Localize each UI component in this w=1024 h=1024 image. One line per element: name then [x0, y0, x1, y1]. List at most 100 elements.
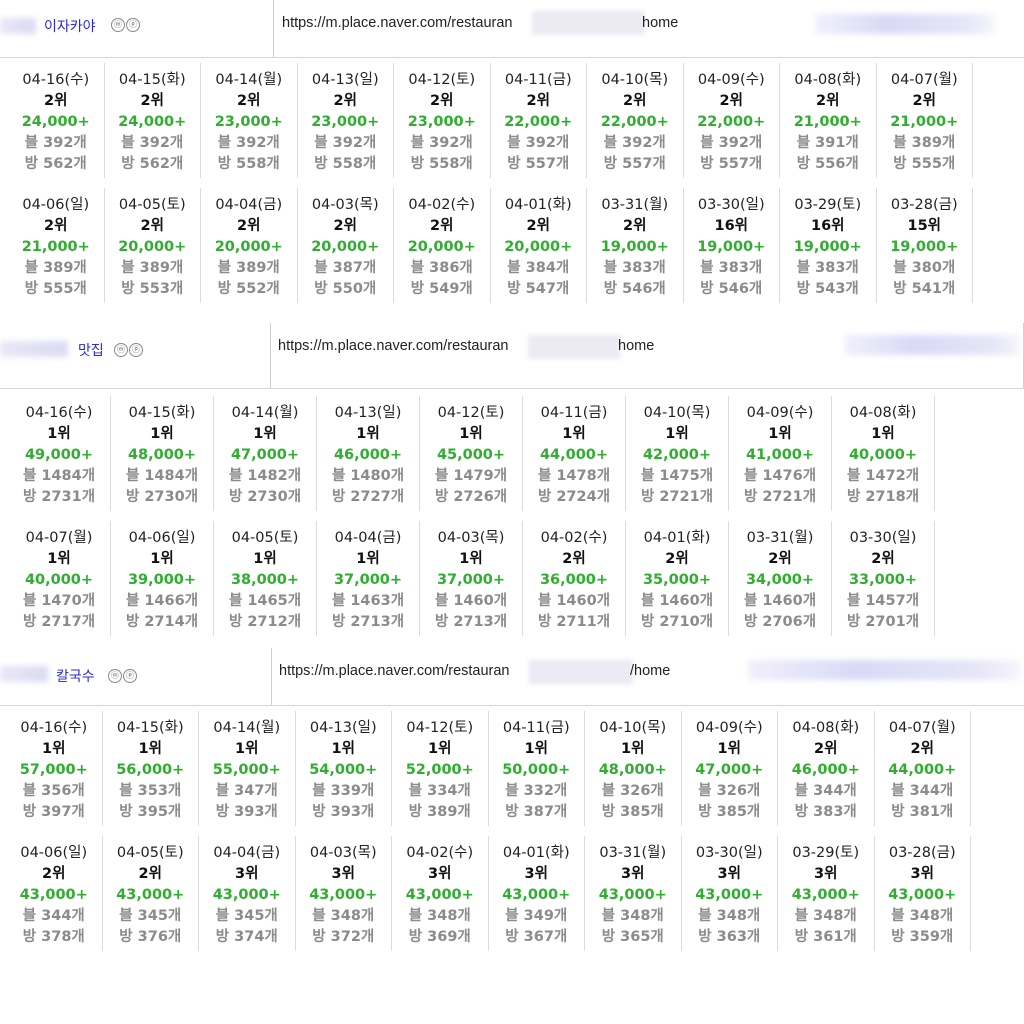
place-url-tail[interactable]: home	[642, 15, 679, 31]
keyword-name[interactable]: 맛집	[78, 343, 104, 359]
stat-cell: 04-08(화) 2위 46,000+ 블 344개 방 383개	[778, 711, 875, 826]
mobile-badge-icon[interactable]: ⓜ	[108, 669, 122, 683]
stat-date: 04-06(일)	[20, 845, 88, 861]
stat-rank: 2위	[562, 551, 586, 567]
stat-cell: 04-14(월) 2위 23,000+ 블 392개 방 558개	[201, 63, 298, 178]
stat-rank: 1위	[356, 551, 380, 567]
stat-cell: 04-12(토) 2위 23,000+ 블 392개 방 558개	[394, 63, 491, 178]
stat-review-count: 20,000+	[504, 239, 573, 255]
stat-date: 04-13(일)	[334, 405, 402, 421]
stat-blog-reviews: 블 389개	[121, 260, 184, 276]
stat-blog-reviews: 블 356개	[22, 783, 85, 799]
place-url-tail[interactable]: /home	[630, 663, 671, 679]
stat-visitor-reviews: 방 557개	[603, 156, 666, 172]
stat-cell: 04-10(목) 2위 22,000+ 블 392개 방 557개	[587, 63, 684, 178]
stat-rank: 16위	[810, 218, 845, 234]
blurred-corner	[845, 335, 1020, 355]
stat-date: 04-04(금)	[215, 197, 283, 213]
stat-visitor-reviews: 방 376개	[119, 929, 182, 945]
stat-rank: 1위	[235, 741, 259, 757]
stat-rank: 3위	[621, 866, 645, 882]
stat-date: 04-11(금)	[540, 405, 608, 421]
stat-date: 03-29(토)	[794, 197, 862, 213]
stat-cell: 04-14(월) 1위 47,000+ 블 1482개 방 2730개	[214, 396, 317, 511]
pc-badge-icon[interactable]: ⓟ	[129, 343, 143, 357]
stat-review-count: 38,000+	[230, 572, 300, 588]
stat-blog-reviews: 블 392개	[24, 135, 87, 151]
stat-review-count: 43,000+	[19, 887, 88, 903]
stat-visitor-reviews: 방 2706개	[743, 614, 817, 630]
stat-cell: 04-02(수) 3위 43,000+ 블 348개 방 369개	[392, 836, 489, 951]
stat-cell: 04-08(화) 2위 21,000+ 블 391개 방 556개	[780, 63, 877, 178]
stat-cell: 04-02(수) 2위 36,000+ 블 1460개 방 2711개	[523, 521, 626, 636]
place-url[interactable]: https://m.place.naver.com/restauran	[279, 663, 510, 679]
stat-visitor-reviews: 방 381개	[891, 804, 954, 820]
mobile-badge-icon[interactable]: ⓜ	[111, 18, 125, 32]
stat-cell: 04-15(화) 1위 56,000+ 블 353개 방 395개	[103, 711, 199, 826]
stat-date: 04-05(토)	[116, 845, 184, 861]
stat-date: 04-15(화)	[128, 405, 196, 421]
stats-row-2: 04-06(일) 2위 43,000+ 블 344개 방 378개 04-05(토) 2위 4…	[6, 836, 971, 951]
stat-blog-reviews: 블 353개	[119, 783, 182, 799]
stat-cell: 04-07(월) 2위 21,000+ 블 389개 방 555개	[877, 63, 973, 178]
stats-row-1: 04-16(수) 1위 49,000+ 블 1484개 방 2731개 04-15(화) 1…	[8, 396, 935, 511]
stat-date: 04-07(월)	[25, 530, 93, 546]
stat-blog-reviews: 블 347개	[215, 783, 278, 799]
stat-date: 04-15(화)	[118, 72, 186, 88]
stat-date: 04-12(토)	[437, 405, 505, 421]
stat-blog-reviews: 블 1466개	[125, 593, 199, 609]
stat-review-count: 23,000+	[311, 114, 380, 130]
stat-blog-reviews: 블 392개	[217, 135, 280, 151]
stat-date: 04-14(월)	[213, 720, 281, 736]
stat-visitor-reviews: 방 562개	[24, 156, 87, 172]
stat-blog-reviews: 블 344개	[794, 783, 857, 799]
stat-cell: 04-02(수) 2위 20,000+ 블 386개 방 549개	[394, 188, 491, 303]
place-url[interactable]: https://m.place.naver.com/restauran	[282, 15, 513, 31]
stat-rank: 3위	[814, 866, 838, 882]
stat-visitor-reviews: 방 365개	[601, 929, 664, 945]
stat-blog-reviews: 블 389개	[217, 260, 280, 276]
stat-rank: 1위	[428, 741, 452, 757]
stat-cell: 04-01(화) 3위 43,000+ 블 349개 방 367개	[489, 836, 585, 951]
stat-review-count: 43,000+	[212, 887, 281, 903]
pc-badge-icon[interactable]: ⓟ	[126, 18, 140, 32]
place-url-tail[interactable]: home	[618, 338, 655, 354]
stat-blog-reviews: 블 1460개	[434, 593, 508, 609]
place-url[interactable]: https://m.place.naver.com/restauran	[278, 338, 509, 354]
stat-blog-reviews: 블 345개	[119, 908, 182, 924]
stat-rank: 1위	[717, 741, 741, 757]
keyword-name[interactable]: 칼국수	[56, 669, 95, 685]
stat-rank: 1위	[150, 426, 174, 442]
stat-date: 04-16(수)	[22, 72, 90, 88]
stat-visitor-reviews: 방 369개	[408, 929, 471, 945]
stat-cell: 04-15(화) 2위 24,000+ 블 392개 방 562개	[105, 63, 201, 178]
stat-blog-reviews: 블 1476개	[743, 468, 817, 484]
keyword-badges: ⓜ ⓟ	[114, 343, 143, 357]
mobile-badge-icon[interactable]: ⓜ	[114, 343, 128, 357]
stat-rank: 16위	[714, 218, 749, 234]
stat-review-count: 21,000+	[21, 239, 90, 255]
stat-review-count: 45,000+	[436, 447, 506, 463]
stat-rank: 2위	[912, 93, 936, 109]
stat-rank: 1위	[42, 741, 66, 757]
stat-date: 03-31(월)	[601, 197, 669, 213]
stats-row-2: 04-07(월) 1위 40,000+ 블 1470개 방 2717개 04-06(일) 1…	[8, 521, 935, 636]
stat-blog-reviews: 블 1484개	[22, 468, 96, 484]
stat-rank: 1위	[47, 551, 71, 567]
stat-date: 04-15(화)	[116, 720, 184, 736]
stat-date: 04-06(일)	[22, 197, 90, 213]
stat-review-count: 43,000+	[116, 887, 185, 903]
stat-review-count: 22,000+	[600, 114, 669, 130]
stat-cell: 03-31(월) 2위 19,000+ 블 383개 방 546개	[587, 188, 684, 303]
blurred-corner	[815, 14, 995, 34]
stat-visitor-reviews: 방 555개	[24, 281, 87, 297]
stats-row-2: 04-06(일) 2위 21,000+ 블 389개 방 555개 04-05(토) 2위 2…	[8, 188, 973, 303]
keyword-badges: ⓜ ⓟ	[108, 669, 137, 683]
stat-cell: 04-04(금) 1위 37,000+ 블 1463개 방 2713개	[317, 521, 420, 636]
stat-blog-reviews: 블 387개	[314, 260, 377, 276]
stat-cell: 03-28(금) 15위 19,000+ 블 380개 방 541개	[877, 188, 973, 303]
pc-badge-icon[interactable]: ⓟ	[123, 669, 137, 683]
keyword-name[interactable]: 이자카야	[44, 19, 96, 35]
stat-visitor-reviews: 방 556개	[796, 156, 859, 172]
stat-review-count: 21,000+	[793, 114, 862, 130]
